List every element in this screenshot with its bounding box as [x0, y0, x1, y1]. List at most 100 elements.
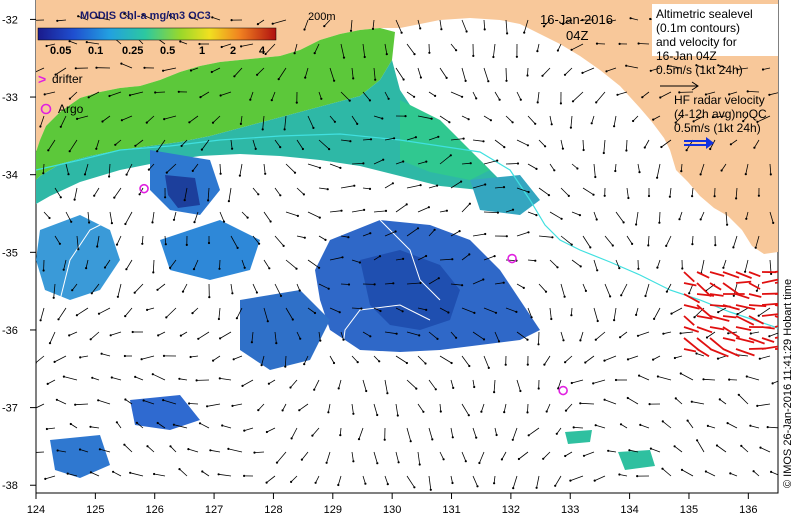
velocity-arrow [582, 139, 584, 151]
velocity-arrow-head [188, 15, 192, 18]
velocity-arrow [662, 421, 672, 429]
velocity-arrow [542, 67, 551, 77]
velocity-arrow-head [452, 386, 455, 389]
velocity-arrow-head [368, 187, 372, 190]
velocity-arrow [572, 91, 584, 102]
velocity-arrow-head [339, 434, 342, 437]
velocity-arrow [549, 163, 555, 171]
velocity-arrow [254, 451, 265, 453]
velocity-arrow-head [771, 382, 774, 385]
velocity-arrow-head [246, 216, 249, 219]
velocity-arrow-head [326, 188, 329, 191]
velocity-arrow-head [235, 317, 238, 320]
velocity-arrow-head [768, 93, 771, 96]
velocity-arrow [362, 187, 371, 190]
velocity-arrow [481, 403, 485, 412]
velocity-arrow [179, 468, 188, 477]
velocity-arrow-head [511, 438, 514, 441]
velocity-arrow [494, 282, 504, 285]
velocity-arrow-head [542, 25, 546, 28]
altimetry-legend-line: Altimetric sealevel [656, 7, 753, 21]
velocity-arrow [472, 475, 478, 487]
velocity-arrow [340, 235, 349, 238]
velocity-arrow [351, 451, 354, 462]
velocity-arrow [557, 43, 562, 51]
velocity-arrow-head [476, 485, 479, 488]
velocity-arrow-head [156, 150, 159, 153]
time-label: 04Z [566, 28, 588, 43]
velocity-arrow [76, 115, 89, 120]
velocity-arrow [351, 403, 354, 414]
velocity-arrow-head [434, 94, 437, 97]
velocity-arrow-head [467, 414, 470, 417]
velocity-arrow [146, 307, 155, 311]
velocity-arrow [318, 139, 330, 150]
velocity-arrow-head [328, 148, 331, 151]
velocity-arrow-head [550, 123, 553, 126]
velocity-arrow-head [219, 337, 222, 340]
velocity-arrow [483, 355, 490, 369]
velocity-arrow-head [401, 310, 404, 313]
velocity-arrow-head [674, 397, 677, 400]
hf-radar-arrow [696, 293, 715, 297]
velocity-arrow [604, 399, 617, 405]
velocity-arrow-head [547, 194, 551, 197]
velocity-arrow [136, 422, 144, 429]
velocity-arrow-head [445, 76, 448, 79]
velocity-arrow-head [722, 266, 725, 269]
velocity-arrow [675, 115, 683, 123]
velocity-arrow-head [496, 159, 499, 162]
velocity-arrow [406, 475, 415, 488]
velocity-arrow [472, 184, 486, 189]
velocity-arrow-head [464, 460, 467, 463]
velocity-arrow-head [108, 94, 111, 98]
velocity-arrow [143, 400, 155, 405]
velocity-arrow [538, 283, 547, 292]
hf-radar-arrow [722, 348, 740, 358]
velocity-arrow-head [45, 427, 49, 431]
velocity-arrow [615, 211, 624, 223]
velocity-arrow [659, 211, 661, 223]
velocity-arrow-head [392, 282, 395, 285]
velocity-arrow [560, 331, 564, 341]
x-axis-label: 125 [86, 504, 104, 516]
velocity-arrow-head [172, 218, 176, 221]
sealevel-contour-2 [339, 304, 431, 371]
velocity-arrow-head [570, 243, 573, 246]
velocity-arrow [769, 92, 778, 96]
velocity-arrow-head [332, 361, 336, 365]
velocity-arrow-head [503, 146, 506, 149]
velocity-arrow [285, 259, 297, 270]
velocity-arrow-head [154, 91, 157, 94]
velocity-arrow [428, 136, 439, 141]
velocity-arrow-head [512, 487, 515, 490]
velocity-arrow [718, 64, 727, 69]
velocity-arrow [157, 422, 166, 429]
velocity-arrow-head [256, 73, 259, 76]
velocity-arrow-head [68, 150, 71, 153]
velocity-arrow [570, 475, 584, 481]
velocity-arrow-head [124, 315, 127, 318]
velocity-arrow [546, 403, 551, 412]
velocity-arrow [564, 67, 573, 76]
hf-radar-arrow [683, 282, 697, 287]
velocity-arrow-head [360, 307, 363, 310]
velocity-arrow-head [553, 169, 556, 172]
velocity-arrow-head [527, 190, 530, 194]
velocity-arrow-head [206, 405, 209, 408]
velocity-arrow-head [515, 310, 518, 313]
velocity-arrow [86, 41, 100, 45]
velocity-arrow [373, 355, 380, 362]
velocity-arrow-head [652, 118, 655, 121]
velocity-arrow-head [348, 99, 351, 102]
colorbar-tick: 0.1 [88, 45, 103, 57]
velocity-arrow [242, 379, 254, 387]
velocity-arrow-head [714, 244, 717, 247]
velocity-arrow-head [658, 221, 661, 224]
velocity-arrow-head [419, 27, 422, 30]
velocity-arrow [56, 399, 67, 405]
velocity-arrow-head [300, 458, 303, 461]
velocity-arrow-head [85, 267, 88, 270]
velocity-arrow [680, 373, 694, 381]
hf-radar-arrow [761, 302, 778, 306]
